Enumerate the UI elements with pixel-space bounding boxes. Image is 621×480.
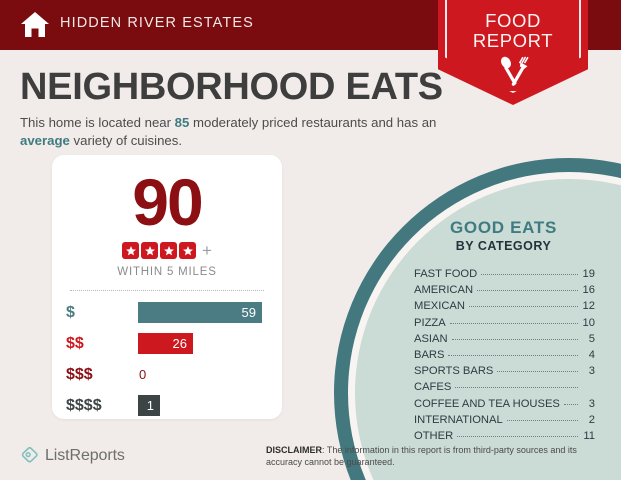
price-level-label: $$: [66, 334, 84, 352]
price-bar-track: 59: [138, 302, 268, 323]
star-icon: [179, 242, 197, 259]
listreports-logo[interactable]: ListReports: [20, 446, 125, 465]
category-name: OTHER: [414, 430, 454, 443]
price-row: $$$ 0: [66, 362, 268, 387]
category-dot-leader: [477, 290, 578, 292]
category-row: COFFEE AND TEA HOUSES 3: [414, 396, 595, 412]
spoon-fork-icon: [497, 55, 531, 87]
category-count: 2: [588, 413, 595, 426]
star-icon: [122, 242, 140, 259]
star-icon: [160, 242, 178, 259]
category-row: MEXICAN 12: [414, 298, 595, 314]
disclaimer-label: DISCLAIMER: [266, 445, 322, 455]
price-bar-track: 26: [138, 333, 268, 354]
home-icon: [20, 11, 50, 39]
category-row: BARS 4: [414, 347, 595, 363]
category-row: SPORTS BARS 3: [414, 363, 595, 379]
category-count: 10: [582, 316, 595, 329]
price-level-label: $$$$: [66, 396, 102, 414]
star-rating: +: [52, 242, 282, 259]
disclaimer-text: : The information in this report is from…: [266, 445, 577, 467]
page-title: NEIGHBORHOOD EATS: [20, 66, 443, 108]
subtitle-text-1: This home is located near: [20, 115, 175, 130]
listreports-logo-text: ListReports: [45, 446, 125, 464]
category-row: AMERICAN 16: [414, 282, 595, 298]
category-name: AMERICAN: [414, 284, 474, 297]
header-title: HIDDEN RIVER ESTATES: [60, 15, 254, 31]
category-name: MEXICAN: [414, 300, 465, 313]
category-count: 3: [588, 365, 595, 378]
price-row: $$ 26: [66, 331, 268, 356]
price-bar: 1: [138, 395, 160, 416]
price-row: $59: [66, 300, 268, 325]
category-dot-leader: [455, 387, 578, 389]
price-row: $$$$ 1: [66, 393, 268, 418]
category-count: 12: [582, 300, 595, 313]
card-divider: [70, 290, 264, 291]
category-dot-leader: [468, 306, 578, 308]
score-value: 90: [132, 165, 203, 239]
disclaimer: DISCLAIMER: The information in this repo…: [266, 445, 602, 468]
good-eats-subtitle: BY CATEGORY: [455, 239, 552, 253]
category-count: 4: [588, 349, 595, 362]
category-list: FAST FOOD 19 AMERICAN 16 MEXICAN 12 PIZZA 10 ASI…: [396, 266, 611, 444]
good-eats-title: GOOD EATS: [449, 218, 558, 237]
price-level-label: $$$: [66, 365, 93, 383]
category-name: CAFES: [414, 381, 452, 394]
subtitle-text-3: variety of cuisines.: [69, 133, 182, 148]
badge-text: FOOD REPORT: [438, 11, 588, 51]
category-name: ASIAN: [414, 332, 448, 345]
category-dot-leader: [497, 371, 578, 373]
price-bar: 0: [139, 367, 147, 382]
category-dot-leader: [451, 338, 578, 340]
category-count: 3: [588, 397, 595, 410]
radius-label: WITHIN 5 MILES: [117, 266, 217, 278]
category-name: FAST FOOD: [414, 268, 478, 280]
category-name: SPORTS BARS: [414, 365, 494, 378]
decorative-circle: [334, 158, 621, 480]
price-bar: 26: [138, 333, 193, 354]
score-card: 90 + WITHIN 5 MILES $59 $$ 26 $$$ 0 $$$$ 1: [52, 155, 282, 419]
subtitle-highlight-variety: average: [20, 133, 70, 148]
food-report-badge: FOOD REPORT: [438, 0, 588, 105]
subtitle-text-2: moderately priced restaurants and has an: [189, 115, 437, 130]
category-name: PIZZA: [414, 316, 446, 329]
category-row: OTHER 11: [414, 428, 595, 444]
category-name: COFFEE AND TEA HOUSES: [414, 397, 560, 410]
category-count: 5: [588, 332, 595, 345]
price-bar-chart: $59 $$ 26 $$$ 0 $$$$ 1: [52, 300, 282, 418]
badge-shield-border: [445, 0, 581, 93]
subtitle-highlight-count: 85: [174, 115, 190, 130]
category-dot-leader: [449, 322, 578, 324]
category-name: INTERNATIONAL: [414, 413, 503, 426]
price-bar-track: 0: [138, 364, 268, 385]
category-count: 16: [582, 284, 595, 297]
badge-line-1: FOOD: [485, 10, 541, 31]
category-row: PIZZA 10: [414, 315, 595, 331]
category-name: BARS: [414, 349, 445, 362]
category-row: INTERNATIONAL 2: [414, 412, 595, 428]
page-subtitle: This home is located near 85 moderately …: [20, 114, 440, 150]
badge-line-2: REPORT: [472, 30, 554, 51]
category-count: 11: [583, 430, 595, 443]
category-dot-leader: [481, 274, 578, 275]
star-plus-icon: +: [202, 241, 212, 260]
listreports-tag-icon: [20, 446, 39, 465]
category-dot-leader: [457, 436, 578, 438]
category-count: 19: [582, 268, 595, 280]
price-level-label: $: [66, 303, 75, 321]
category-row: CAFES: [414, 379, 595, 395]
category-row: FAST FOOD 19: [414, 266, 595, 282]
star-icon: [141, 242, 159, 259]
category-dot-leader: [448, 355, 578, 357]
category-dot-leader: [563, 403, 578, 405]
good-eats-panel: GOOD EATS BY CATEGORY FAST FOOD 19 AMERICA…: [396, 218, 611, 444]
category-row: ASIAN 5: [414, 331, 595, 347]
price-bar-track: 1: [138, 395, 268, 416]
price-bar: 59: [138, 302, 262, 323]
category-dot-leader: [506, 419, 578, 421]
